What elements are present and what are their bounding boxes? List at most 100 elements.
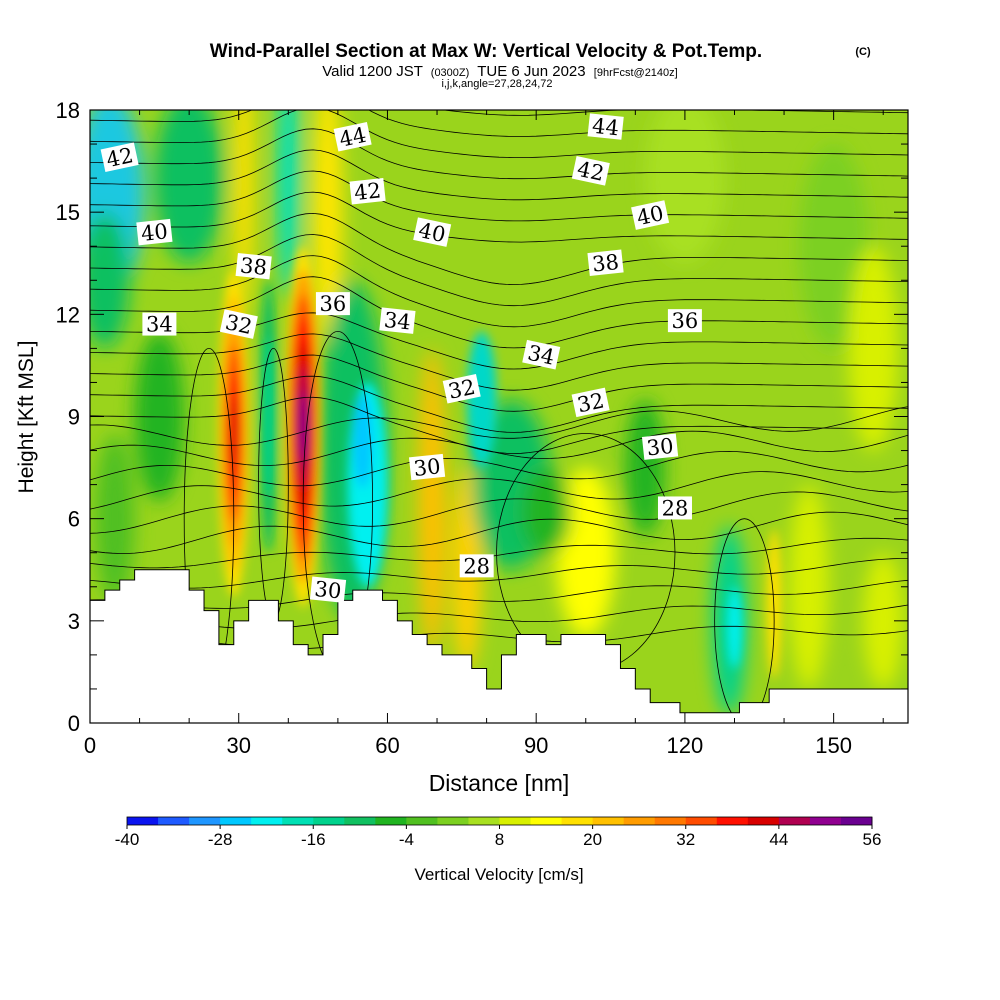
colorbar-swatch bbox=[468, 817, 500, 825]
colorbar-swatch bbox=[592, 817, 625, 825]
svg-text:38: 38 bbox=[239, 253, 268, 280]
theta-contour bbox=[90, 537, 908, 569]
svg-text:42: 42 bbox=[104, 143, 135, 172]
theta-contour bbox=[90, 375, 908, 433]
y-tick-label: 6 bbox=[68, 507, 80, 532]
colorbar-swatch bbox=[561, 817, 594, 825]
subtitle-date: TUE 6 Jun 2023 bbox=[477, 63, 585, 80]
y-tick-label: 12 bbox=[56, 302, 80, 327]
x-tick-label: 90 bbox=[524, 733, 548, 758]
updraft-core bbox=[299, 390, 307, 463]
theta-contour bbox=[90, 406, 908, 446]
colorbar-swatch bbox=[158, 817, 190, 825]
theta-contour-label: 36 bbox=[315, 292, 350, 316]
theta-contour-label: 38 bbox=[587, 249, 624, 277]
colorbar-swatch bbox=[282, 817, 314, 825]
svg-text:34: 34 bbox=[526, 341, 557, 370]
velocity-region bbox=[848, 246, 899, 451]
colorbar-swatch bbox=[220, 817, 252, 825]
velocity-region bbox=[521, 467, 571, 557]
chart-title: Wind-Parallel Section at Max W: Vertical… bbox=[210, 41, 762, 62]
theta-contour-label: 44 bbox=[333, 121, 372, 152]
velocity-region bbox=[789, 484, 829, 689]
theta-contour-label: 36 bbox=[667, 309, 702, 333]
theta-contour bbox=[90, 110, 908, 158]
svg-text:44: 44 bbox=[591, 114, 620, 141]
x-tick-label: 0 bbox=[84, 733, 96, 758]
theta-contour-label: 44 bbox=[587, 113, 624, 141]
velocity-field: 42 40 34 38 32 44 42 36 34 40 32 30 28 30 34 32 30 28 44 42… bbox=[90, 110, 908, 723]
theta-contour bbox=[90, 255, 908, 328]
velocity-region bbox=[313, 110, 343, 349]
svg-text:36: 36 bbox=[672, 309, 699, 333]
colorbar-swatch bbox=[716, 817, 749, 825]
velocity-region bbox=[134, 331, 185, 502]
subtitle-line: Valid 1200 JST (0300Z) TUE 6 Jun 2023 [9… bbox=[322, 63, 677, 80]
y-tick-label: 9 bbox=[68, 405, 80, 430]
colorbar-swatch bbox=[530, 817, 563, 825]
svg-text:36: 36 bbox=[320, 292, 347, 316]
updraft-core bbox=[230, 395, 238, 472]
x-tick-label: 60 bbox=[375, 733, 399, 758]
velocity-region bbox=[277, 110, 300, 298]
theta-contour bbox=[90, 471, 908, 510]
colorbar-tick-label: 20 bbox=[583, 830, 602, 849]
theta-contour-label: 32 bbox=[219, 309, 258, 339]
theta-contour-label: 40 bbox=[631, 200, 670, 230]
theta-contour-label: 34 bbox=[142, 312, 177, 337]
subtitle-valid: Valid 1200 JST bbox=[322, 63, 422, 80]
theta-contour bbox=[90, 396, 908, 454]
y-tick-label: 3 bbox=[68, 609, 80, 634]
theta-contour-label: 40 bbox=[413, 217, 452, 247]
theta-contour-label: 30 bbox=[309, 576, 347, 604]
svg-text:42: 42 bbox=[575, 157, 606, 186]
y-tick-label: 18 bbox=[56, 98, 80, 123]
colorbar-tick-label: -16 bbox=[301, 830, 326, 849]
colorbar-tick-label: -4 bbox=[399, 830, 414, 849]
svg-text:42: 42 bbox=[353, 178, 382, 205]
colorbar-swatch bbox=[344, 817, 376, 825]
subtitle-forecast: [9hrFcst@2140z] bbox=[594, 67, 678, 79]
theta-contour-label: 34 bbox=[522, 339, 561, 370]
velocity-region bbox=[645, 110, 725, 264]
x-axis: 0 30 60 90 120 150 bbox=[84, 110, 884, 758]
theta-contour-label: 34 bbox=[379, 307, 416, 335]
updraft-core bbox=[263, 334, 274, 499]
colorbar-swatch bbox=[437, 817, 469, 825]
svg-text:40: 40 bbox=[417, 218, 448, 247]
theta-contour-label: 40 bbox=[136, 218, 173, 246]
theta-contour bbox=[90, 128, 908, 180]
velocity-region bbox=[94, 433, 135, 604]
colorbar-swatch bbox=[654, 817, 687, 825]
theta-contour bbox=[90, 333, 908, 391]
svg-text:34: 34 bbox=[383, 308, 412, 335]
x-tick-label: 150 bbox=[815, 733, 852, 758]
theta-contour bbox=[90, 625, 908, 650]
colorbar-tick-label: 44 bbox=[769, 830, 788, 849]
theta-contour-label: 32 bbox=[442, 373, 481, 404]
theta-contour-label: 28 bbox=[459, 554, 494, 578]
velocity-region bbox=[727, 586, 742, 669]
theta-contour-label: 30 bbox=[408, 453, 446, 481]
colorbar-tick-label: 56 bbox=[863, 830, 882, 849]
svg-text:32: 32 bbox=[575, 388, 606, 417]
velocity-region bbox=[466, 331, 497, 468]
theta-contour bbox=[90, 604, 908, 629]
theta-contour-label: 42 bbox=[349, 178, 386, 205]
theta-contour-label: 42 bbox=[100, 142, 139, 172]
colorbar-tick-label: 32 bbox=[676, 830, 695, 849]
theta-contour bbox=[90, 110, 908, 137]
copyright-mark: (C) bbox=[855, 46, 871, 58]
theta-contour-label: 32 bbox=[571, 387, 610, 417]
velocity-region bbox=[418, 348, 446, 655]
theta-contour bbox=[90, 450, 908, 487]
svg-text:38: 38 bbox=[591, 250, 620, 277]
theta-contour bbox=[90, 354, 908, 412]
svg-text:30: 30 bbox=[313, 577, 342, 604]
svg-text:30: 30 bbox=[646, 434, 675, 461]
y-tick-label: 0 bbox=[68, 711, 80, 736]
theta-contour bbox=[90, 191, 908, 243]
theta-contour-label: 30 bbox=[641, 433, 679, 461]
colorbar-tick-label: 8 bbox=[495, 830, 504, 849]
